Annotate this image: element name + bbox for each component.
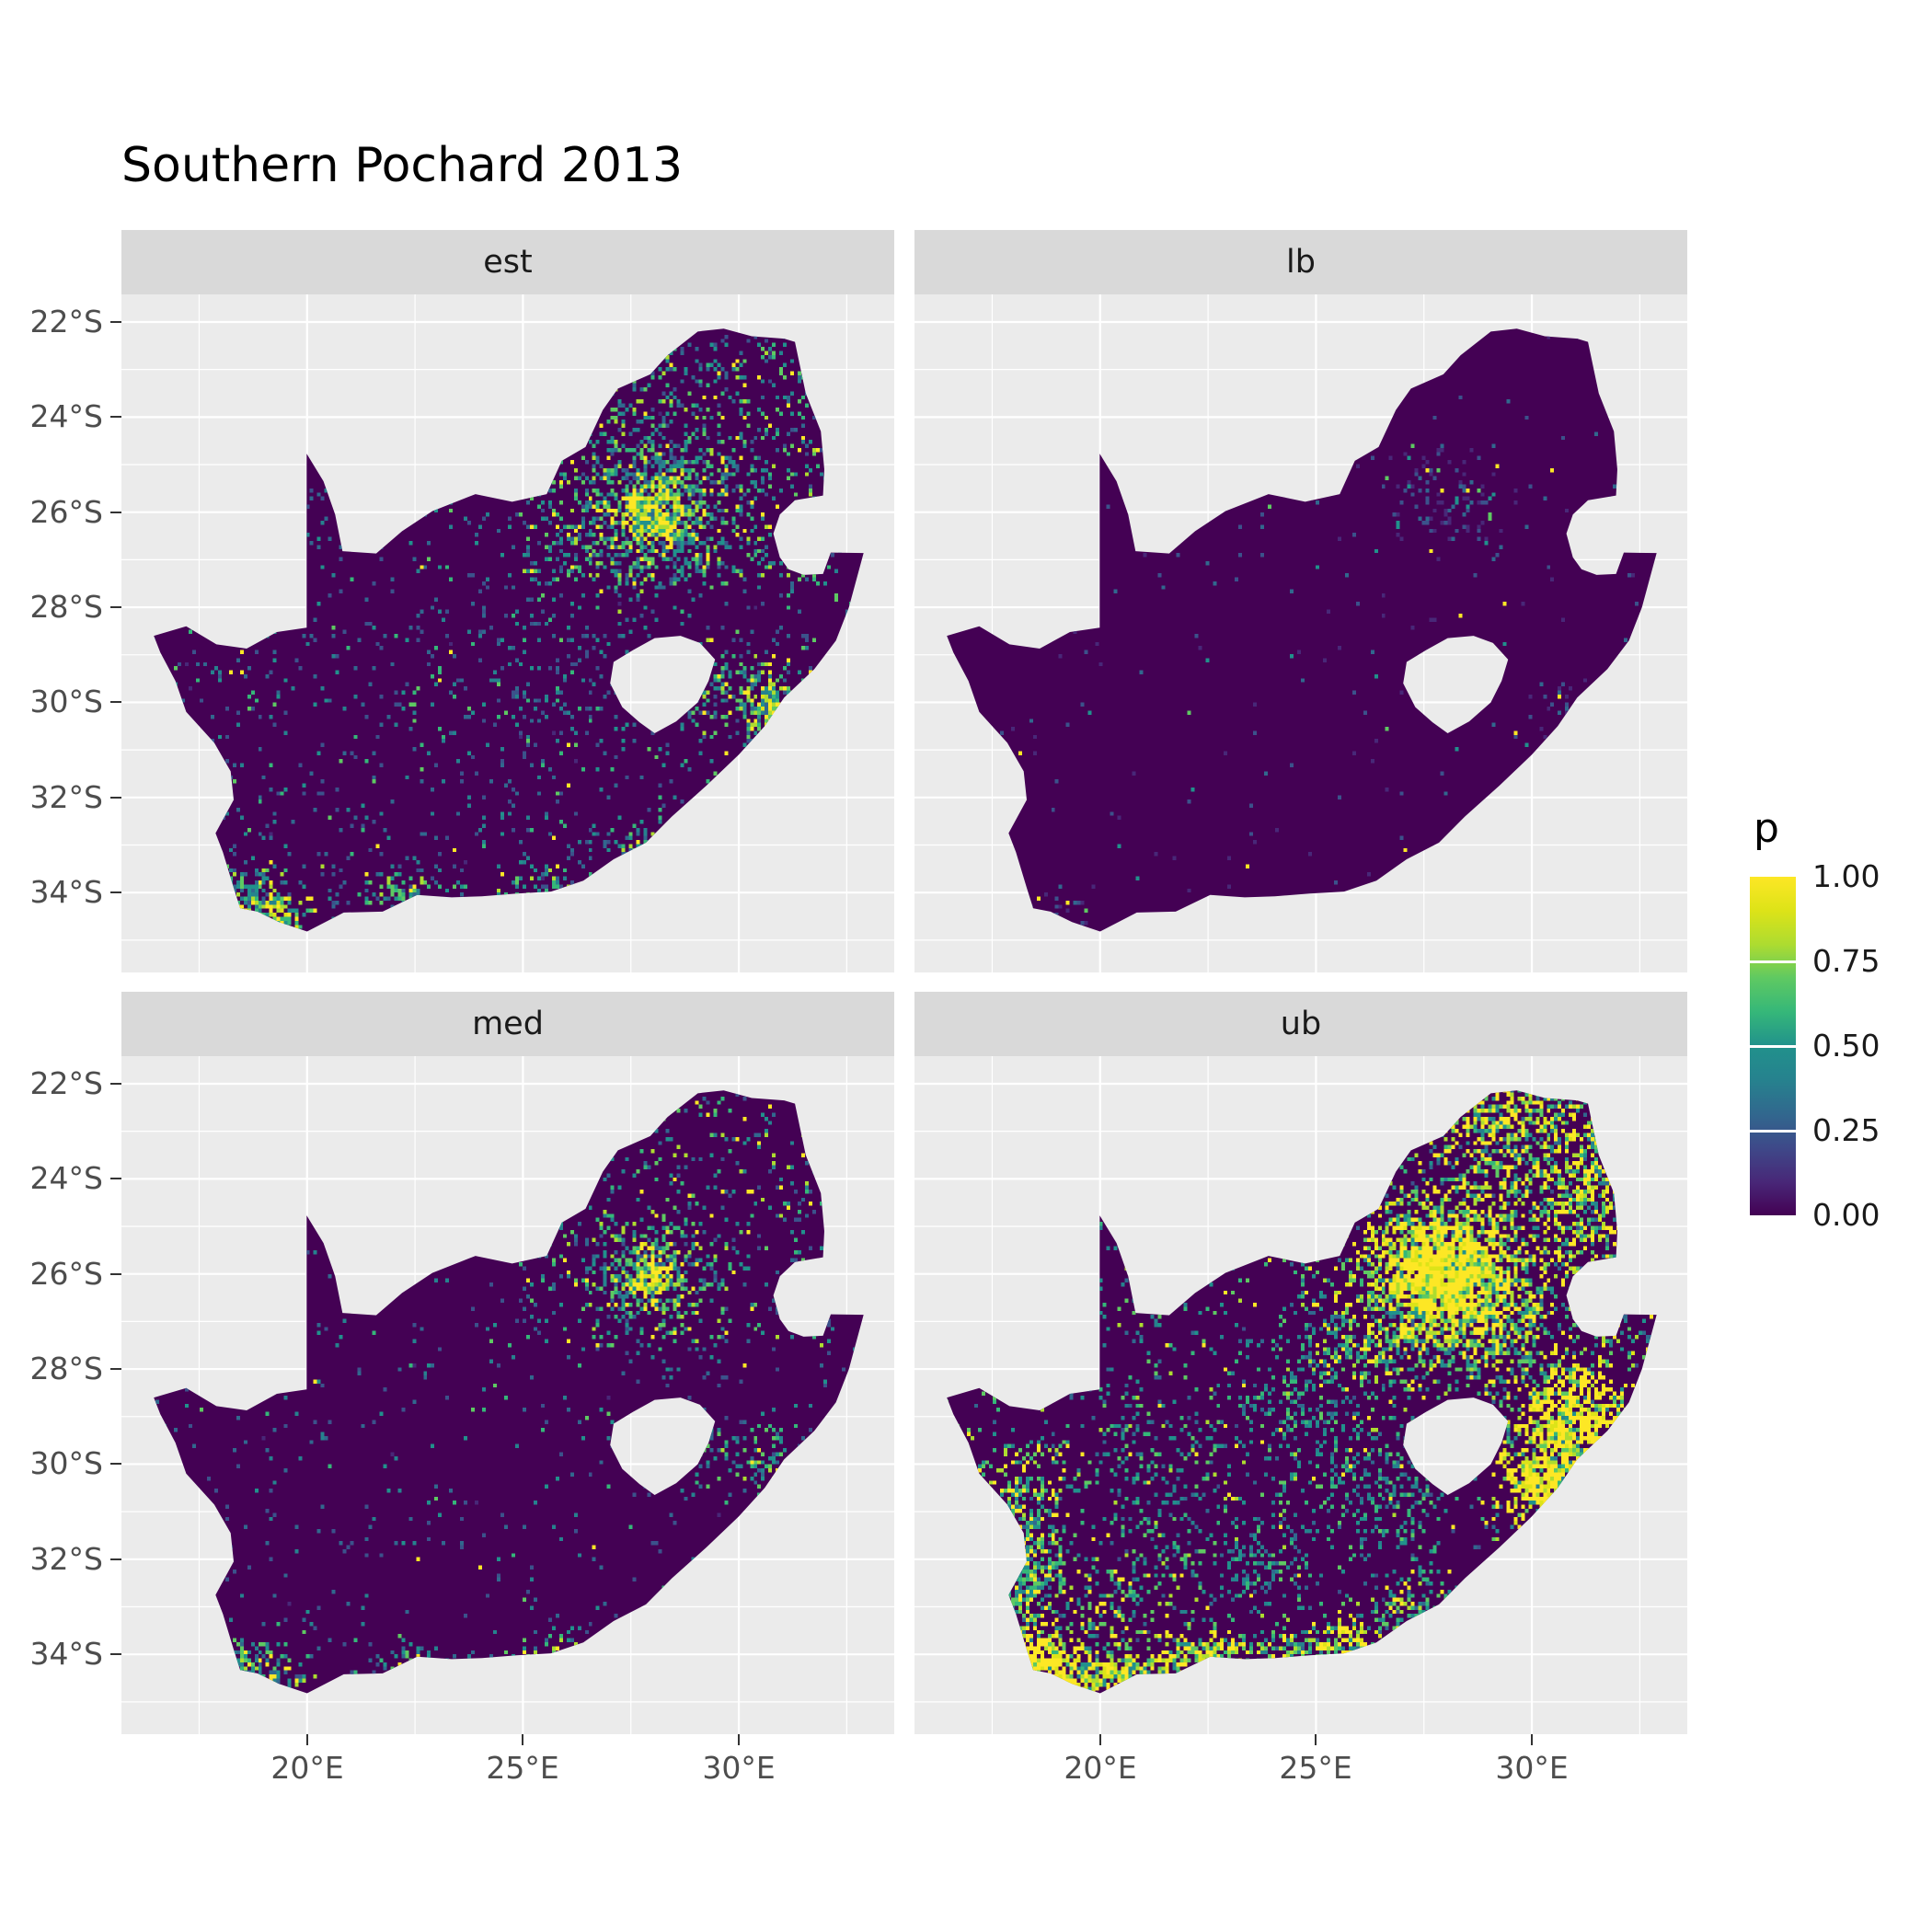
y-tick-label: 32°S (29, 779, 103, 815)
facet-strip-lb: lb (914, 230, 1687, 294)
facet-label-lb: lb (1286, 244, 1316, 281)
x-tick-mark (1315, 1734, 1317, 1745)
map-med (121, 1056, 894, 1734)
legend-colorbar (1750, 877, 1796, 1215)
x-tick-label: 30°E (1495, 1750, 1569, 1786)
x-tick-mark (1531, 1734, 1533, 1745)
facet-label-est: est (483, 244, 533, 281)
y-tick-mark (110, 1273, 121, 1275)
y-tick-mark (110, 1653, 121, 1655)
x-tick-label: 25°E (486, 1750, 559, 1786)
y-tick-mark (110, 1368, 121, 1370)
legend-tick-mark (1750, 1044, 1796, 1048)
y-tick-label: 30°S (29, 684, 103, 719)
legend: p 1.00 0.75 0.50 0.25 0.00 (1748, 805, 1932, 1283)
y-tick-mark (110, 321, 121, 323)
y-tick-label: 32°S (29, 1541, 103, 1577)
facet-strip-ub: ub (914, 992, 1687, 1056)
y-tick-label: 24°S (29, 1160, 103, 1196)
y-tick-label: 26°S (29, 1256, 103, 1292)
x-tick-mark (738, 1734, 740, 1745)
x-tick-label: 25°E (1279, 1750, 1352, 1786)
legend-tick-label: 0.00 (1812, 1197, 1880, 1233)
legend-tick-label: 0.50 (1812, 1028, 1880, 1064)
y-tick-label: 22°S (29, 304, 103, 339)
map-ub (914, 1056, 1687, 1734)
country-base-est (154, 328, 864, 932)
y-tick-mark (110, 1558, 121, 1560)
panel-ub (914, 1056, 1687, 1734)
facet-strip-med: med (121, 992, 894, 1056)
y-tick-label: 24°S (29, 398, 103, 434)
y-tick-mark (110, 1178, 121, 1179)
x-tick-mark (522, 1734, 523, 1745)
map-lb (914, 294, 1687, 972)
x-tick-label: 30°E (702, 1750, 776, 1786)
country-base-med (154, 1090, 864, 1694)
panel-med (121, 1056, 894, 1734)
y-tick-label: 22°S (29, 1065, 103, 1101)
x-tick-mark (1099, 1734, 1101, 1745)
y-tick-mark (110, 891, 121, 893)
legend-tick-label: 0.25 (1812, 1112, 1880, 1148)
facet-label-med: med (472, 1006, 544, 1042)
y-tick-mark (110, 701, 121, 703)
panel-est (121, 294, 894, 972)
x-tick-label: 20°E (1064, 1750, 1137, 1786)
legend-tick-label: 1.00 (1812, 858, 1880, 894)
map-est (121, 294, 894, 972)
y-tick-mark (110, 512, 121, 513)
facet-label-ub: ub (1280, 1006, 1322, 1042)
y-tick-mark (110, 797, 121, 799)
y-tick-label: 34°S (29, 1636, 103, 1672)
x-tick-mark (306, 1734, 308, 1745)
y-tick-mark (110, 416, 121, 418)
y-tick-mark (110, 606, 121, 608)
legend-tick-label: 0.75 (1812, 943, 1880, 979)
y-tick-mark (110, 1463, 121, 1465)
y-tick-label: 28°S (29, 589, 103, 625)
y-tick-label: 30°S (29, 1445, 103, 1481)
y-tick-label: 28°S (29, 1351, 103, 1386)
y-tick-label: 34°S (29, 874, 103, 910)
y-tick-mark (110, 1083, 121, 1085)
legend-title: p (1754, 805, 1779, 852)
country-base-lb (947, 328, 1657, 932)
plot-title: Southern Pochard 2013 (121, 138, 684, 193)
y-tick-label: 26°S (29, 494, 103, 530)
facet-strip-est: est (121, 230, 894, 294)
legend-tick-mark (1750, 1129, 1796, 1133)
panel-lb (914, 294, 1687, 972)
legend-tick-mark (1750, 960, 1796, 963)
x-tick-label: 20°E (270, 1750, 344, 1786)
